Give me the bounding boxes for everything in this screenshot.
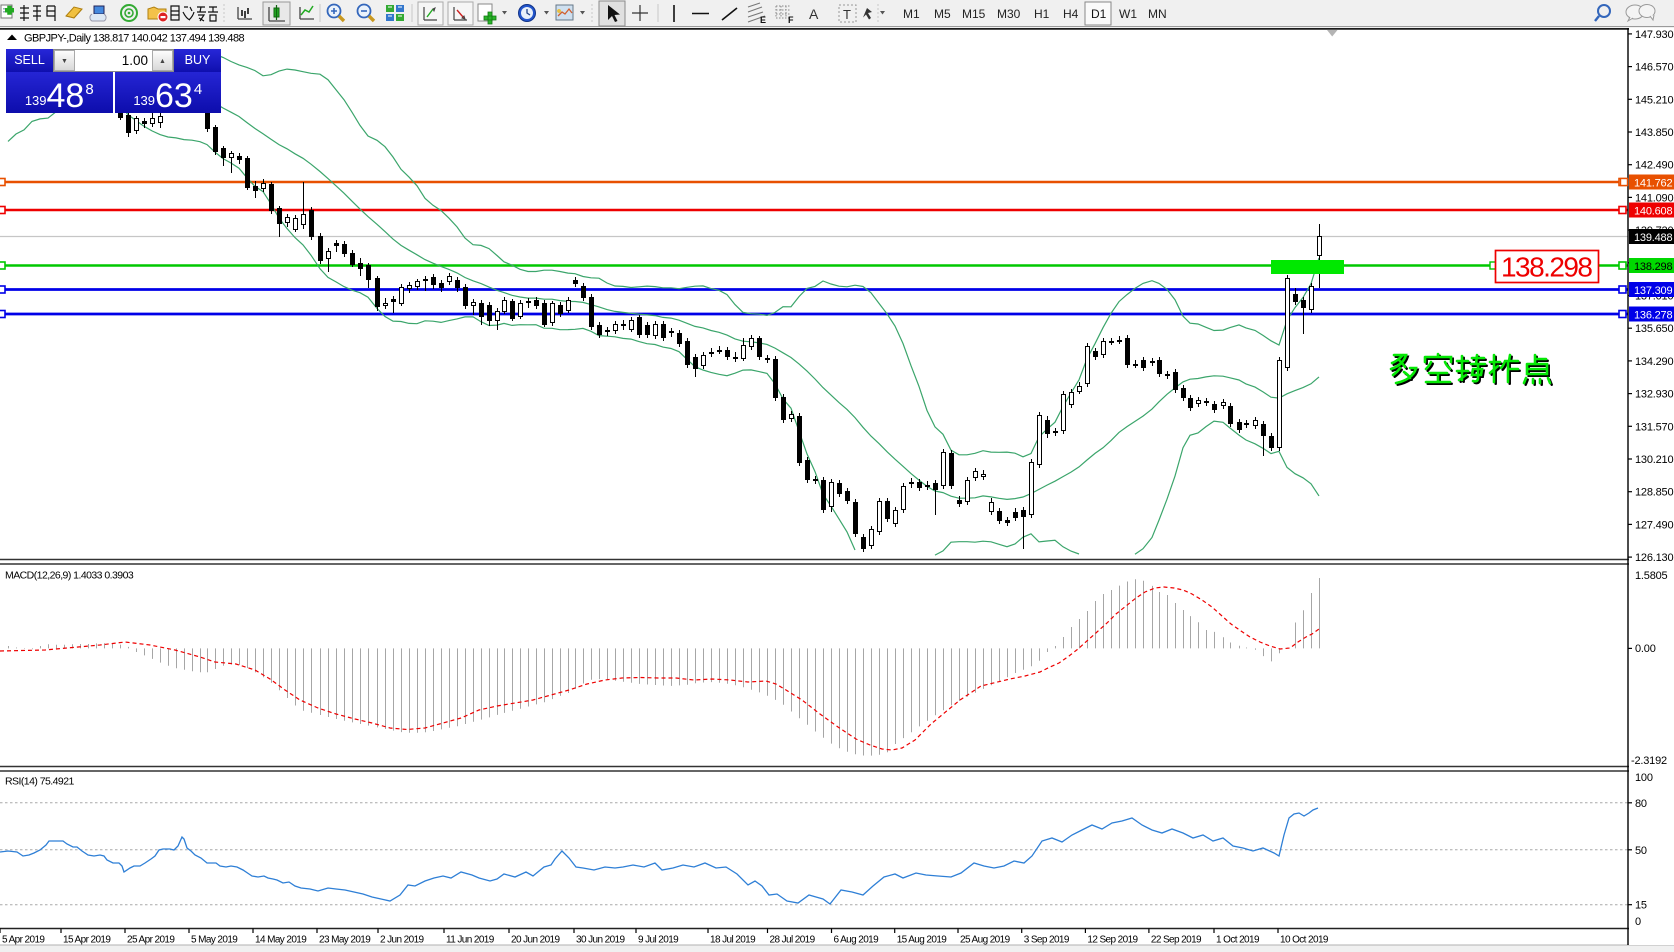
svg-text:5 May 2019: 5 May 2019 xyxy=(191,935,238,946)
svg-text:18 Jul 2019: 18 Jul 2019 xyxy=(710,935,756,946)
svg-text:132.930: 132.930 xyxy=(1635,389,1673,401)
svg-text:D1: D1 xyxy=(1091,7,1107,21)
svg-text:50: 50 xyxy=(1635,845,1647,857)
svg-text:5 Apr 2019: 5 Apr 2019 xyxy=(2,935,45,946)
svg-text:145.210: 145.210 xyxy=(1635,94,1673,106)
svg-text:3 Sep 2019: 3 Sep 2019 xyxy=(1024,935,1070,946)
svg-text:135.650: 135.650 xyxy=(1635,323,1673,335)
svg-text:6 Aug 2019: 6 Aug 2019 xyxy=(834,935,880,946)
svg-text:M1: M1 xyxy=(903,7,920,21)
svg-text:10 Oct 2019: 10 Oct 2019 xyxy=(1280,935,1329,946)
svg-text:142.490: 142.490 xyxy=(1635,160,1673,172)
svg-text:RSI(14) 75.4921: RSI(14) 75.4921 xyxy=(5,776,75,788)
svg-text:20 Jun 2019: 20 Jun 2019 xyxy=(511,935,560,946)
svg-text:14 May 2019: 14 May 2019 xyxy=(255,935,307,946)
svg-text:15 Aug 2019: 15 Aug 2019 xyxy=(897,935,948,946)
svg-text:M15: M15 xyxy=(962,7,986,21)
svg-text:80: 80 xyxy=(1635,798,1647,810)
svg-text:138.298: 138.298 xyxy=(1501,252,1593,283)
svg-text:138.298: 138.298 xyxy=(1634,261,1672,273)
svg-text:W1: W1 xyxy=(1119,7,1137,21)
svg-text:127.490: 127.490 xyxy=(1635,519,1673,531)
svg-text:12 Sep 2019: 12 Sep 2019 xyxy=(1087,935,1138,946)
svg-text:9 Jul 2019: 9 Jul 2019 xyxy=(638,935,679,946)
svg-text:-2.3192: -2.3192 xyxy=(1631,755,1667,767)
svg-text:146.570: 146.570 xyxy=(1635,62,1673,74)
svg-text:137.309: 137.309 xyxy=(1634,285,1672,297)
svg-text:141.762: 141.762 xyxy=(1634,178,1672,190)
svg-text:M5: M5 xyxy=(934,7,951,21)
svg-text:140.608: 140.608 xyxy=(1634,206,1672,218)
svg-text:1 Oct 2019: 1 Oct 2019 xyxy=(1216,935,1260,946)
svg-text:A: A xyxy=(809,6,819,22)
svg-text:0: 0 xyxy=(1635,916,1641,928)
svg-text:23 May 2019: 23 May 2019 xyxy=(319,935,371,946)
svg-text:25 Apr 2019: 25 Apr 2019 xyxy=(127,935,175,946)
svg-text:143.850: 143.850 xyxy=(1635,127,1673,139)
svg-text:MACD(12,26,9) 1.4033 0.3903: MACD(12,26,9) 1.4033 0.3903 xyxy=(5,570,134,582)
svg-text:30 Jun 2019: 30 Jun 2019 xyxy=(576,935,625,946)
svg-text:E: E xyxy=(760,15,766,25)
svg-text:141.090: 141.090 xyxy=(1635,192,1673,204)
svg-text:128.850: 128.850 xyxy=(1635,487,1673,499)
svg-text:147.930: 147.930 xyxy=(1635,29,1673,41)
svg-text:139.488: 139.488 xyxy=(1634,232,1672,244)
svg-text:H1: H1 xyxy=(1034,7,1050,21)
svg-text:T: T xyxy=(843,7,851,22)
svg-text:15: 15 xyxy=(1635,900,1647,912)
svg-text:1.5805: 1.5805 xyxy=(1635,570,1668,582)
svg-text:MN: MN xyxy=(1148,7,1167,21)
svg-text:11 Jun 2019: 11 Jun 2019 xyxy=(446,935,495,946)
svg-text:126.130: 126.130 xyxy=(1635,552,1673,564)
svg-text:2 Jun 2019: 2 Jun 2019 xyxy=(380,935,425,946)
svg-text:131.570: 131.570 xyxy=(1635,421,1673,433)
svg-text:F: F xyxy=(788,15,794,25)
svg-text:134.290: 134.290 xyxy=(1635,356,1673,368)
svg-text:136.278: 136.278 xyxy=(1634,310,1672,322)
svg-text:H4: H4 xyxy=(1063,7,1079,21)
svg-text:15 Apr 2019: 15 Apr 2019 xyxy=(63,935,111,946)
svg-text:0.00: 0.00 xyxy=(1635,643,1656,655)
svg-text:M30: M30 xyxy=(997,7,1021,21)
svg-text:100: 100 xyxy=(1635,772,1653,784)
svg-text:28 Jul 2019: 28 Jul 2019 xyxy=(770,935,816,946)
svg-text:130.210: 130.210 xyxy=(1635,454,1673,466)
svg-text:22 Sep 2019: 22 Sep 2019 xyxy=(1151,935,1202,946)
svg-text:GBPJPY-,Daily 138.817 140.042: GBPJPY-,Daily 138.817 140.042 137.494 13… xyxy=(24,33,245,45)
svg-text:25 Aug 2019: 25 Aug 2019 xyxy=(960,935,1011,946)
